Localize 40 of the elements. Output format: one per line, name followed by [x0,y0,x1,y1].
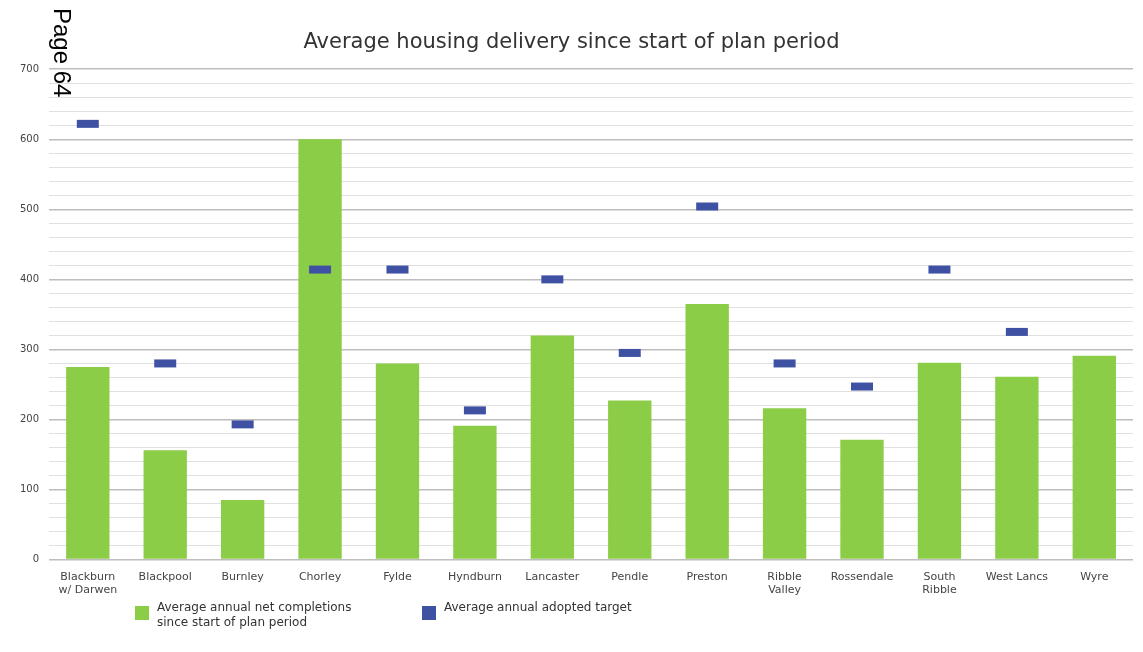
bar [840,439,884,559]
x-tick-label: Preston [686,570,728,584]
bar [298,139,342,559]
bar [375,363,420,559]
x-tick-label: South Ribble [922,570,957,597]
x-tick-label: Blackburn w/ Darwen [58,570,118,597]
y-tick-label: 300 [19,343,40,355]
x-tick-label: Burnley [221,570,265,584]
x-tick-label: Chorley [298,570,342,584]
bar [608,400,652,559]
legend-label: Average annual adopted target [444,600,632,615]
annotation: Page 64 [48,8,76,98]
x-tick-label: Pendle [611,570,649,584]
x-tick-label: Fylde [383,570,413,584]
y-tick-label: 0 [32,553,40,565]
bar [917,362,962,559]
chart-title: Average housing delivery since start of plan period [303,29,840,54]
x-tick-label: Rossendale [830,570,894,584]
x-tick-label: West Lancs [985,570,1049,584]
y-tick-label: 100 [19,483,40,495]
y-tick-label: 200 [19,413,40,425]
bar [995,376,1039,559]
x-tick-label: Lancaster [525,570,580,584]
x-tick-label: Wyre [1080,570,1109,584]
bar [762,408,807,559]
x-tick-label: Blackpool [138,570,192,584]
y-tick-label: 500 [19,202,40,214]
legend-label: Average annual net completions since start of plan period [157,600,353,630]
y-tick-label: 700 [19,62,40,74]
y-tick-label: 400 [19,272,40,284]
bar [453,425,497,559]
bar [220,500,265,559]
bar [685,303,729,559]
bar [143,450,187,559]
bar [530,335,575,559]
x-tick-label: Ribble Valley [767,570,803,597]
bar [1072,355,1116,559]
bar [66,366,110,559]
x-tick-label: Hyndburn [447,570,502,584]
y-tick-label: 600 [19,132,40,144]
